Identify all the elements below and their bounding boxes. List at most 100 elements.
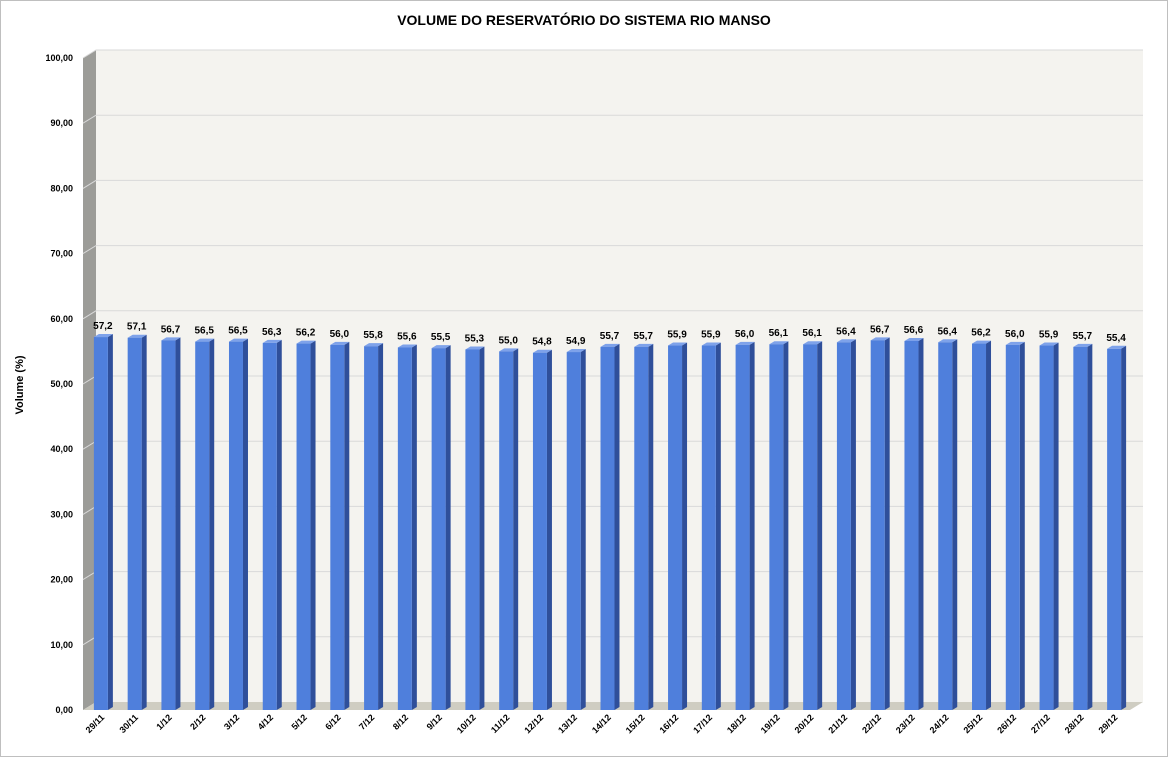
gridline [82,179,1143,189]
bar-side [986,340,992,710]
x-tick-label: 27/12 [1029,712,1052,735]
bar [701,345,716,710]
data-label: 56,1 [769,328,789,339]
bar-side [682,342,688,710]
x-tick-label: 9/12 [425,712,444,731]
bar-top [735,341,755,345]
y-tick-label: 20,00 [50,575,73,585]
bar-side [850,339,856,710]
bar [127,337,142,710]
y-tick-label: 100,00 [45,53,73,63]
bar-side [242,338,248,710]
data-label: 56,1 [802,328,822,339]
bar-top [803,341,823,345]
bar-top [161,337,181,341]
bar [1039,345,1054,710]
x-tick-label: 13/12 [556,712,579,735]
bar-top [228,338,248,342]
x-tick-label: 18/12 [725,712,748,735]
bar [803,344,818,710]
x-tick-label: 3/12 [222,712,241,731]
bar-top [904,337,924,341]
bar-side [749,341,755,710]
y-tick-label: 70,00 [50,249,73,259]
bar [1005,344,1020,710]
bar-side [715,342,721,710]
bar [465,349,480,710]
bar [499,351,514,710]
bar [1107,348,1122,710]
bar-side [952,339,958,710]
x-tick-label: 1/12 [154,712,173,731]
y-tick-label: 40,00 [50,444,73,454]
bar [296,343,311,710]
data-label: 57,1 [127,322,147,333]
data-label: 56,5 [194,326,214,337]
x-tick-label: 2/12 [188,712,207,731]
data-label: 56,0 [735,329,755,340]
data-label: 56,4 [836,326,856,337]
bar [938,342,953,710]
data-label: 55,3 [465,333,485,344]
bar [870,340,885,710]
bar [1073,346,1088,710]
x-tick-label: 30/11 [117,712,140,735]
bar-top [668,342,688,346]
x-tick-label: 24/12 [928,712,951,735]
bar [836,342,851,710]
data-label: 56,5 [228,326,248,337]
bar-top [262,339,282,343]
x-tick-label: 29/11 [84,712,107,735]
bar-top [1005,341,1025,345]
data-label: 55,7 [1073,331,1093,342]
bar-top [532,349,552,353]
data-label: 55,8 [363,330,383,341]
bar-top [1107,345,1127,349]
bar-top [93,334,113,338]
x-tick-label: 6/12 [323,712,342,731]
bar-side [513,348,519,710]
data-label: 56,0 [1005,329,1025,340]
data-label: 55,4 [1106,333,1126,344]
bar-side [378,343,384,710]
bar [397,347,412,710]
bar-side [411,344,417,710]
bar [769,344,784,710]
data-label: 55,9 [667,330,687,341]
x-tick-label: 7/12 [357,712,376,731]
bar-side [1087,343,1093,710]
gridline [82,114,1143,124]
gridline [82,310,1143,320]
y-tick-label: 0,00 [55,705,73,715]
bar-top [364,343,384,347]
bar-side [884,337,890,710]
data-label: 54,8 [532,337,552,348]
bar [634,346,649,710]
bar-top [938,339,958,343]
x-tick-label: 20/12 [793,712,816,735]
bar-top [397,344,417,348]
bar [735,344,750,710]
x-tick-label: 19/12 [759,712,782,735]
bar-side [479,346,485,710]
bar-top [195,338,215,342]
data-label: 55,9 [701,330,721,341]
bar-side [310,340,316,710]
bar-side [918,337,924,710]
bar-side [175,337,181,710]
bar-top [600,343,620,347]
bar [161,340,176,710]
bar-top [701,342,721,346]
data-label: 56,2 [971,328,991,339]
data-label: 56,3 [262,327,282,338]
bar-top [1039,342,1059,346]
bar-side [107,334,113,710]
data-label: 55,5 [431,332,451,343]
data-label: 54,9 [566,336,586,347]
bar-top [499,348,519,352]
data-label: 56,7 [870,324,890,335]
bar [195,341,210,710]
bar [228,341,243,710]
bar-side [1121,345,1127,710]
